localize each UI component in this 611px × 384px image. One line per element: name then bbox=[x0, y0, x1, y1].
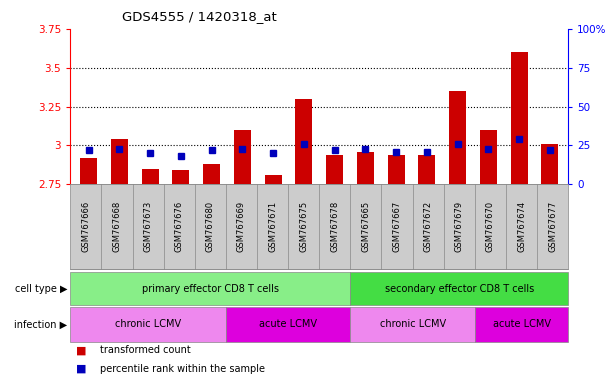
Bar bbox=[172, 170, 189, 184]
Text: secondary effector CD8 T cells: secondary effector CD8 T cells bbox=[385, 283, 534, 294]
Bar bbox=[326, 155, 343, 184]
Bar bbox=[234, 130, 251, 184]
Text: GSM767671: GSM767671 bbox=[268, 201, 277, 252]
Text: GSM767680: GSM767680 bbox=[206, 201, 215, 252]
Bar bbox=[111, 139, 128, 184]
Bar bbox=[480, 130, 497, 184]
Text: ■: ■ bbox=[76, 364, 87, 374]
Text: GSM767669: GSM767669 bbox=[237, 201, 246, 252]
Text: GSM767679: GSM767679 bbox=[455, 201, 464, 252]
Text: acute LCMV: acute LCMV bbox=[492, 319, 551, 329]
Text: GSM767668: GSM767668 bbox=[112, 201, 122, 252]
Bar bbox=[265, 175, 282, 184]
Text: transformed count: transformed count bbox=[100, 345, 191, 355]
Text: GSM767665: GSM767665 bbox=[362, 201, 370, 252]
Text: GSM767676: GSM767676 bbox=[175, 201, 184, 252]
Bar bbox=[142, 169, 159, 184]
Text: cell type ▶: cell type ▶ bbox=[15, 283, 67, 294]
Bar bbox=[511, 52, 527, 184]
Text: GSM767675: GSM767675 bbox=[299, 201, 308, 252]
Bar bbox=[449, 91, 466, 184]
Text: GSM767666: GSM767666 bbox=[81, 201, 90, 252]
Text: GSM767670: GSM767670 bbox=[486, 201, 495, 252]
Text: primary effector CD8 T cells: primary effector CD8 T cells bbox=[142, 283, 279, 294]
Bar bbox=[80, 158, 97, 184]
Bar bbox=[387, 155, 404, 184]
Text: GSM767667: GSM767667 bbox=[392, 201, 401, 252]
Bar bbox=[419, 155, 435, 184]
Text: GSM767674: GSM767674 bbox=[517, 201, 526, 252]
Text: GSM767678: GSM767678 bbox=[331, 201, 339, 252]
Text: chronic LCMV: chronic LCMV bbox=[379, 319, 445, 329]
Bar bbox=[296, 99, 312, 184]
Bar bbox=[203, 164, 220, 184]
Text: infection ▶: infection ▶ bbox=[14, 319, 67, 329]
Text: GSM767677: GSM767677 bbox=[548, 201, 557, 252]
Bar bbox=[357, 152, 374, 184]
Text: ■: ■ bbox=[76, 345, 87, 355]
Text: GSM767672: GSM767672 bbox=[423, 201, 433, 252]
Text: acute LCMV: acute LCMV bbox=[259, 319, 317, 329]
Text: chronic LCMV: chronic LCMV bbox=[115, 319, 181, 329]
Text: GSM767673: GSM767673 bbox=[144, 201, 153, 252]
Text: percentile rank within the sample: percentile rank within the sample bbox=[100, 364, 265, 374]
Text: GDS4555 / 1420318_at: GDS4555 / 1420318_at bbox=[122, 10, 277, 23]
Bar bbox=[541, 144, 558, 184]
